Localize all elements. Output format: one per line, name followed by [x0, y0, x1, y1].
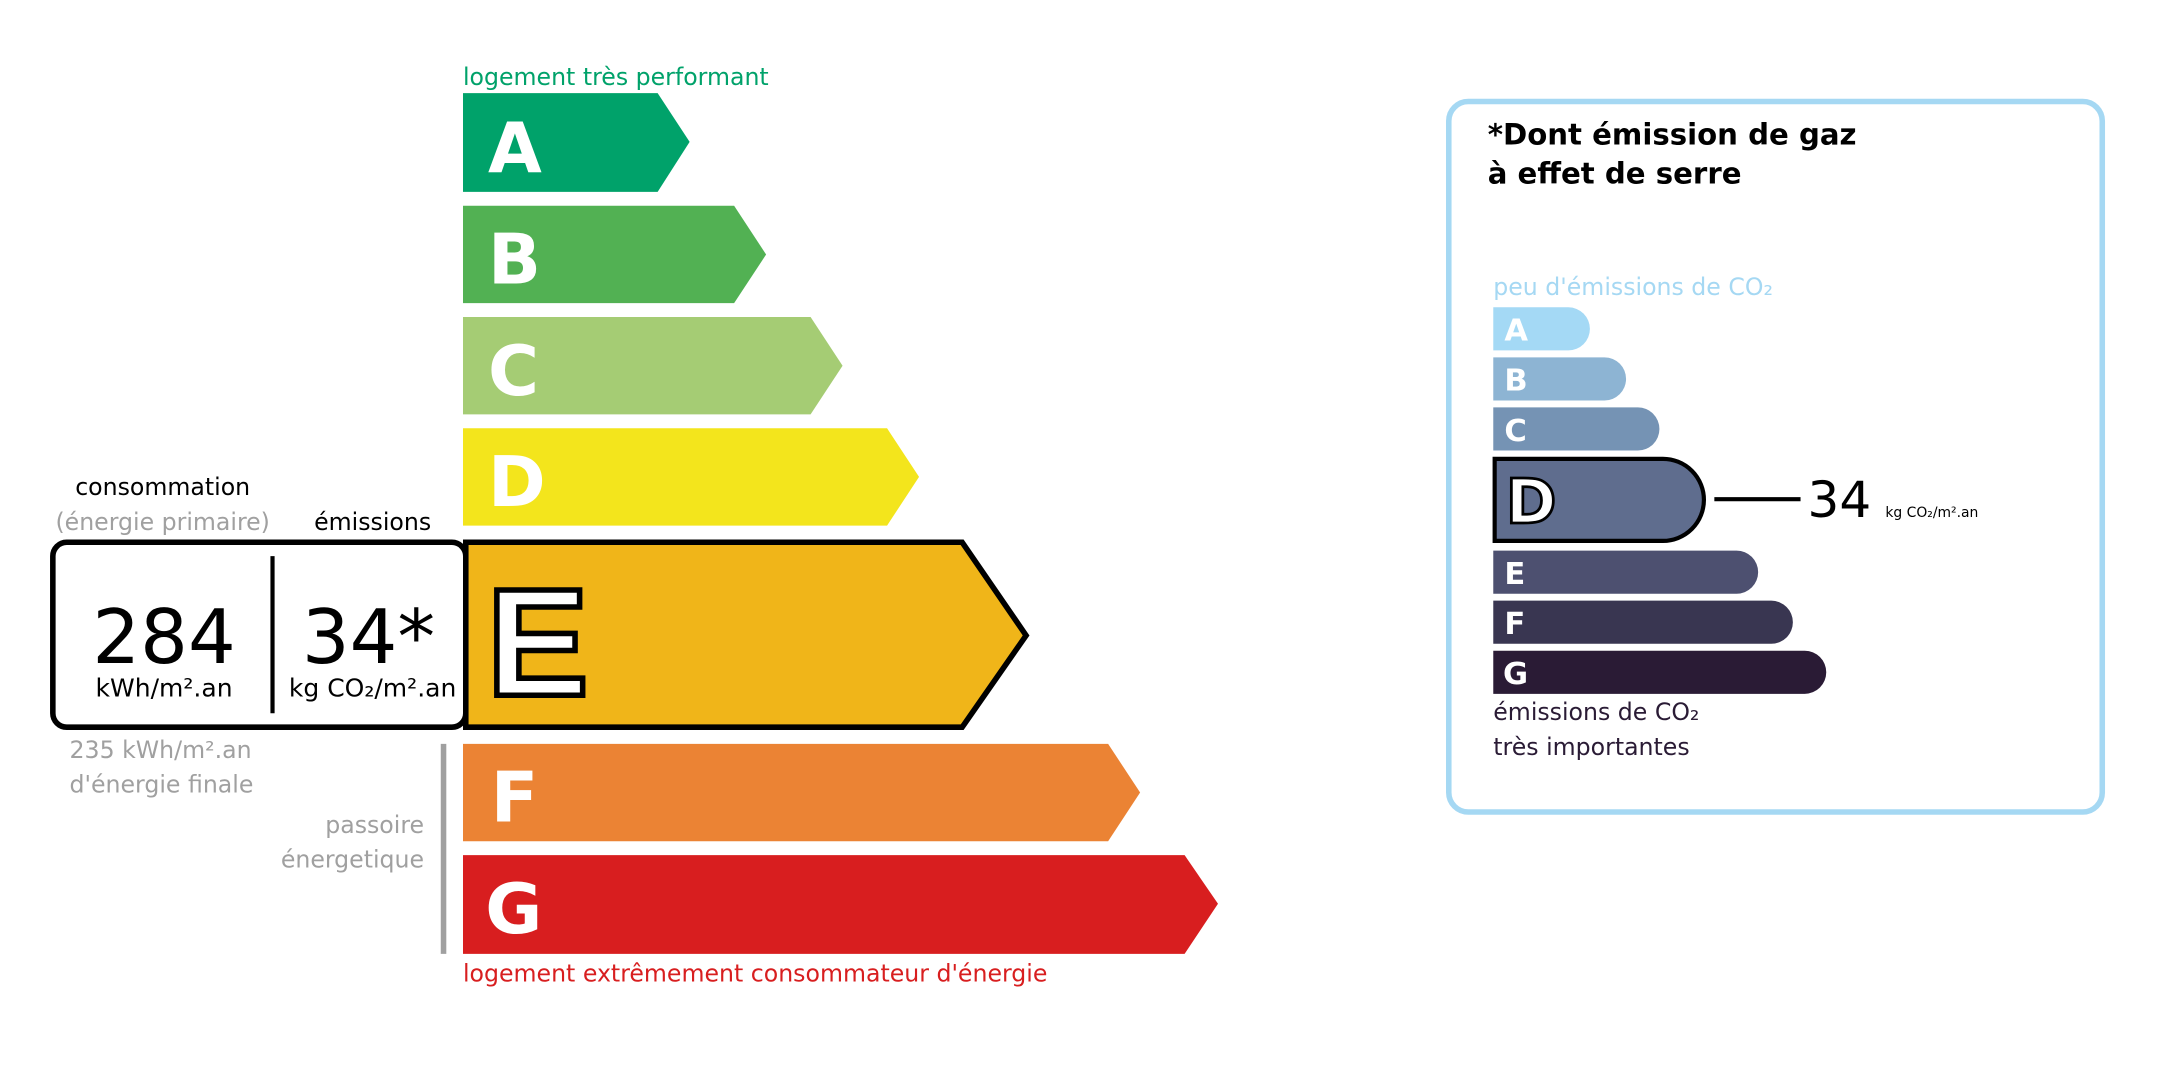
ghg-bottom-caption-line1: émissions de CO₂ [1493, 698, 1699, 726]
ghg-letter-c: C [1504, 414, 1526, 449]
energy-bar-b [462, 205, 767, 304]
final-energy-line1: 235 kWh/m².an [70, 736, 252, 764]
ghg-letter-a: A [1504, 314, 1528, 349]
energy-letter-a: A [488, 108, 542, 189]
ghg-letter-g: G [1503, 657, 1528, 692]
ghg-bar-e [1493, 550, 1759, 594]
consumption-value: 284 [92, 593, 235, 681]
energy-bottom-caption: logement extrêmement consommateur d'éner… [463, 960, 1047, 988]
energy-bar-a [462, 93, 690, 192]
ghg-title-line2: à effet de serre [1488, 157, 1742, 191]
ghg-unit: kg CO₂/m².an [1885, 505, 1978, 521]
energy-letter-c: C [488, 331, 539, 412]
energy-bar-g [462, 855, 1218, 954]
ghg-bar-g [1493, 650, 1827, 694]
ghg-bar-f [1493, 600, 1793, 644]
ghg-letter-b: B [1504, 364, 1527, 399]
energy-letter-d: D [488, 442, 546, 523]
ghg-top-caption: peu d'émissions de CO₂ [1493, 273, 1773, 301]
ghg-value: 34 [1808, 471, 1872, 529]
ghg-bar-c [1493, 407, 1660, 451]
emissions-title: émissions [314, 508, 431, 536]
final-energy-line2: d'énergie finale [70, 771, 254, 799]
energy-letter-f: F [491, 758, 538, 839]
ghg-letter-d: D [1506, 467, 1557, 538]
energy-top-caption: logement très performant [463, 63, 769, 91]
passoire-line1: passoire [325, 811, 424, 839]
emissions-unit: kg CO₂/m².an [289, 674, 456, 703]
energy-bar-c [462, 317, 843, 415]
energy-letter-g: G [485, 869, 542, 950]
ghg-bar-b [1493, 357, 1627, 401]
energy-bar-f [462, 743, 1141, 842]
passoire-line2: énergetique [281, 846, 424, 874]
energy-bar-d [462, 428, 920, 526]
ghg-bar-a [1493, 307, 1590, 351]
emissions-value: 34* [302, 593, 435, 681]
energy-letter-e: E [487, 558, 589, 728]
ghg-title-line1: *Dont émission de gaz [1488, 118, 1857, 152]
consumption-unit: kWh/m².an [96, 674, 233, 703]
energy-letter-b: B [488, 220, 541, 301]
consumption-title: consommation [75, 473, 250, 501]
energy-bar-e [462, 539, 1030, 730]
energy-label: logement très performant A B C D E conso… [50, 63, 1218, 988]
ghg-letter-f: F [1504, 607, 1525, 642]
ghg-letter-e: E [1504, 557, 1525, 592]
ghg-label: *Dont émission de gaz à effet de serre p… [1446, 98, 2106, 815]
consumption-subtitle: (énergie primaire) [55, 508, 269, 536]
ghg-bottom-caption-line2: très importantes [1493, 733, 1689, 761]
ghg-bar-d [1492, 456, 1706, 543]
